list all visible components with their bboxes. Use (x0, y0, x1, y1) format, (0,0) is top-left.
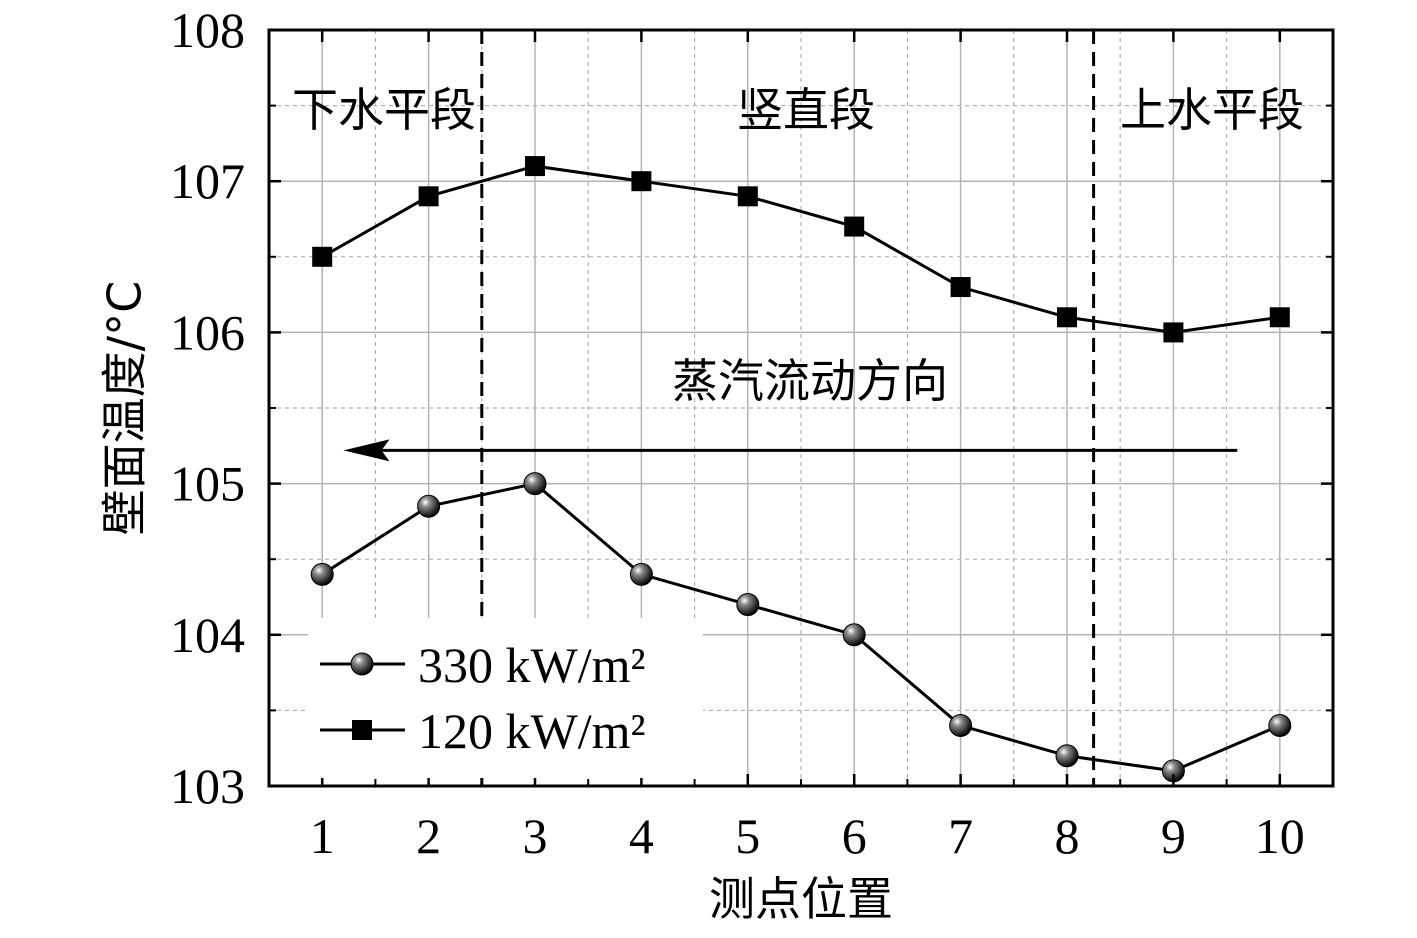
flow-direction-label: 蒸汽流动方向 (672, 354, 948, 408)
flow-annotation: 蒸汽流动方向 (343, 354, 1238, 462)
x-tick-label: 1 (310, 808, 335, 864)
data-point-circle (1268, 714, 1292, 738)
data-point-square (950, 277, 971, 298)
section-dividers (480, 30, 1096, 786)
legend-marker-circle (350, 652, 374, 676)
data-point-circle (842, 623, 866, 647)
x-tick-label: 7 (948, 808, 973, 864)
x-tick-label: 10 (1255, 808, 1305, 864)
x-tick-label: 5 (735, 808, 760, 864)
data-point-square (1057, 307, 1077, 328)
data-point-square (631, 171, 652, 192)
x-tick-label: 6 (842, 808, 867, 864)
data-point-square (312, 246, 333, 267)
data-point-square (418, 186, 439, 207)
series-circle (310, 472, 1292, 783)
data-point-square (737, 186, 758, 207)
data-point-circle (1055, 744, 1079, 768)
legend: 330 kW/m² 120 kW/m² (308, 618, 703, 778)
series-line (321, 481, 1281, 773)
series-square (312, 156, 1290, 343)
series-layer (310, 156, 1292, 783)
legend-label: 120 kW/m² (418, 703, 645, 759)
legend-marker-square (352, 720, 372, 740)
section-label: 竖直段 (737, 83, 875, 137)
x-axis-label: 测点位置 (709, 872, 893, 926)
tick-labels: 1 2 3 4 5 6 7 8 9 10 103 104 105 106 107 108 (170, 2, 1305, 864)
x-tick-label: 8 (1055, 808, 1080, 864)
data-point-circle (523, 472, 547, 496)
y-tick-label: 108 (170, 2, 245, 58)
data-point-circle (310, 562, 334, 586)
data-point-circle (629, 562, 653, 586)
legend-label: 330 kW/m² (418, 637, 645, 693)
grid (269, 30, 1333, 786)
data-point-circle (736, 593, 760, 617)
section-label: 下水平段 (292, 83, 476, 137)
data-point-square (1163, 322, 1184, 343)
y-tick-label: 107 (170, 153, 245, 209)
y-tick-label: 106 (170, 304, 245, 360)
data-point-circle (949, 714, 973, 738)
x-tick-label: 3 (523, 808, 548, 864)
section-labels: 下水平段 竖直段 上水平段 (292, 83, 1304, 137)
data-point-square (1269, 307, 1290, 328)
x-tick-label: 2 (416, 808, 441, 864)
y-tick-label: 103 (170, 758, 245, 814)
legend-background (308, 618, 703, 778)
data-point-square (844, 216, 865, 237)
section-label: 上水平段 (1120, 83, 1304, 137)
y-axis-label: 壁面温度/°C (98, 281, 152, 536)
y-tick-label: 104 (170, 607, 245, 663)
x-tick-label: 4 (629, 808, 654, 864)
series-line (321, 164, 1281, 334)
flow-arrow-head (343, 439, 390, 462)
y-tick-label: 105 (170, 456, 245, 512)
data-point-square (525, 156, 545, 177)
axis-ticks (268, 28, 1334, 788)
data-point-circle (417, 494, 441, 518)
x-tick-label: 9 (1161, 808, 1186, 864)
